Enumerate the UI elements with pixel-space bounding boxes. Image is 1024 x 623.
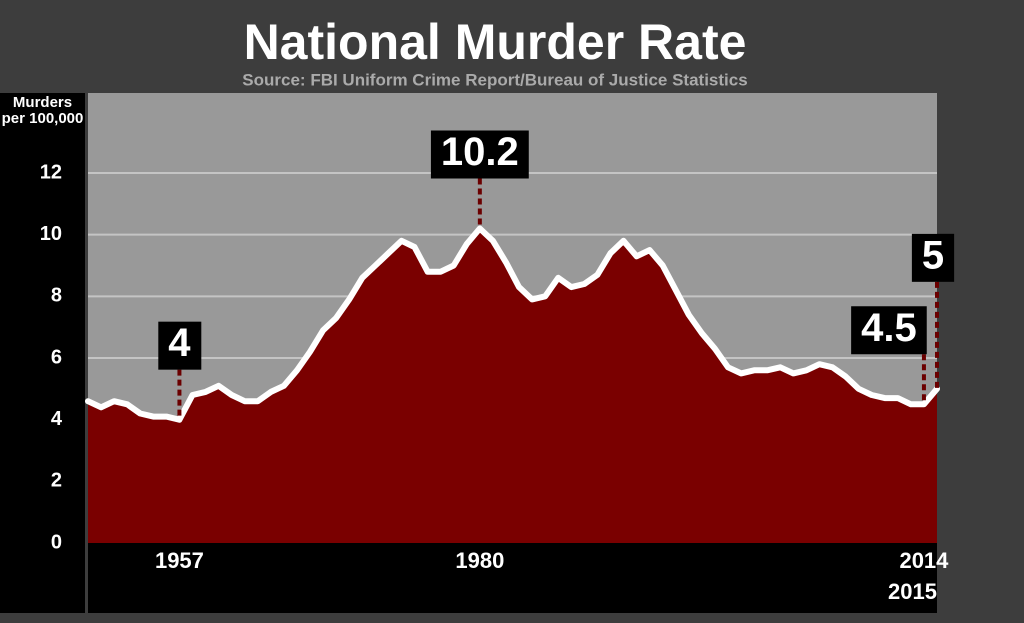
y-tick-label: 10 (40, 223, 62, 245)
annotation-box (851, 306, 927, 355)
annotation-box (911, 233, 955, 282)
y-tick-label: 4 (51, 408, 63, 430)
y-tick-label: 12 (40, 161, 62, 183)
y-axis-label: Murders per 100,000 (1, 94, 84, 127)
x-tick-label: 2014 (899, 548, 949, 573)
line (85, 225, 940, 423)
annotation-label: 4.5 (861, 306, 917, 350)
annotation-label: 5 (922, 233, 944, 277)
x-tick-label: 1957 (155, 548, 204, 573)
x-axis-panel (88, 543, 937, 613)
annotation-box (158, 321, 202, 370)
y-tick-label: 8 (51, 285, 62, 307)
annotation-box (430, 130, 529, 179)
y-tick-label: 0 (51, 531, 62, 553)
chart-title: National Murder Rate (244, 14, 747, 70)
chart-subtitle: Source: FBI Uniform Crime Report/Bureau … (242, 70, 747, 89)
annotation-label: 4 (168, 321, 191, 365)
area (88, 228, 937, 543)
y-axis-panel (0, 93, 85, 613)
x-tick-label: 1980 (455, 548, 504, 573)
x-tick-label: 2015 (888, 579, 937, 604)
y-tick-label: 2 (51, 470, 62, 492)
annotation-label: 10.2 (441, 130, 519, 174)
y-tick-label: 6 (51, 346, 62, 368)
